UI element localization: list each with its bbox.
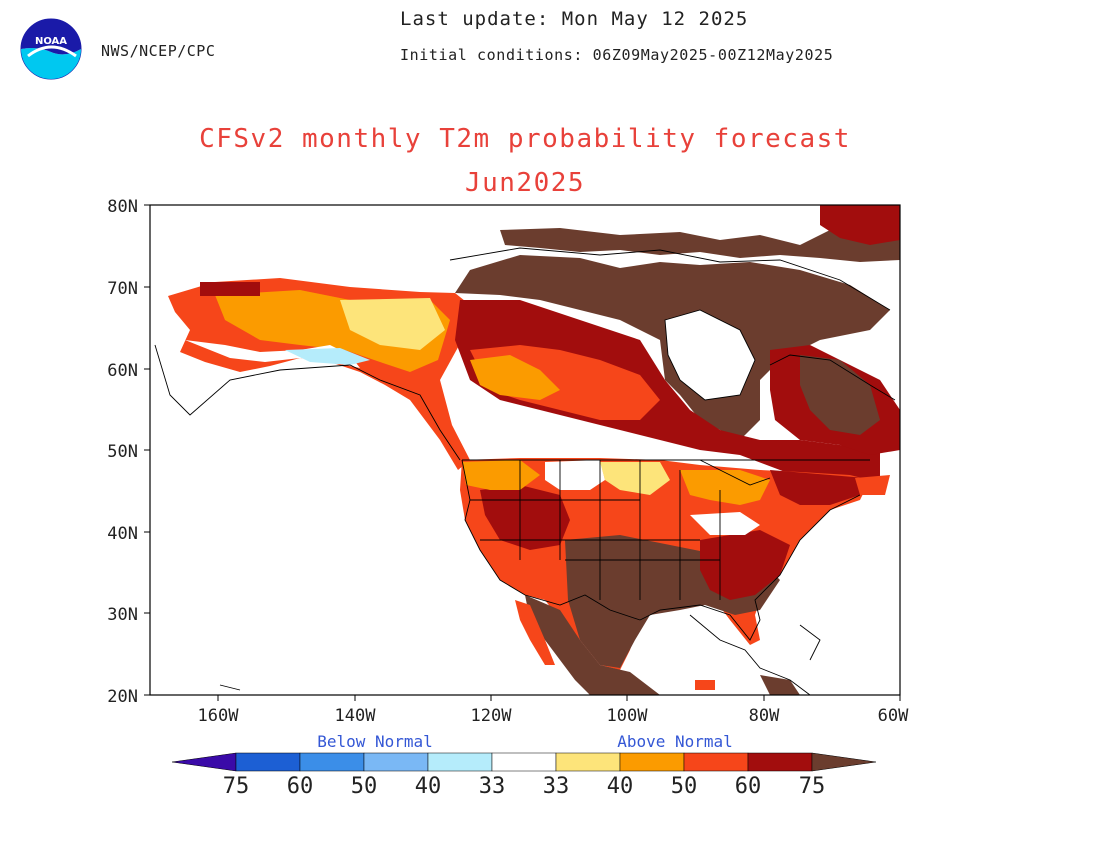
lat-tick-80n: 80N <box>107 197 138 217</box>
usa-west-dark <box>480 485 570 550</box>
colorbar-label-5: 33 <box>543 774 570 799</box>
colorbar-cells <box>171 752 877 772</box>
noaa-logo-text: NOAA <box>35 36 67 47</box>
usa-plains-yellow <box>600 462 670 495</box>
agency-label: NWS/NCEP/CPC <box>101 42 216 60</box>
colorbar-cell-5 <box>491 752 557 772</box>
usa-northeast-red <box>770 470 865 505</box>
colorbar-cell-7 <box>619 752 685 772</box>
colorbar-labels: 75 60 50 40 33 33 40 50 60 75 <box>223 774 826 799</box>
usa-midwest-white <box>545 460 605 490</box>
below-normal-label: Below Normal <box>317 732 433 751</box>
noaa-logo: NOAA <box>20 18 82 80</box>
colorbar-label-3: 40 <box>415 774 442 799</box>
lon-tick-140w: 140W <box>335 706 377 726</box>
chart-subtitle-month: Jun2025 <box>464 168 586 198</box>
last-update-label: Last update: Mon May 12 2025 <box>400 8 749 30</box>
forecast-shading-layer <box>168 205 900 695</box>
colorbar: Below Normal Above Normal 75 60 50 40 33 33 40… <box>171 732 877 799</box>
colorbar-cell-10 <box>811 752 877 772</box>
hudson-bay-white <box>665 310 755 400</box>
lon-tick-160w: 160W <box>198 706 240 726</box>
political-boundaries <box>154 247 896 696</box>
mexico-region <box>525 595 660 695</box>
cuba-patch <box>695 680 715 690</box>
alaska-white-zone <box>185 340 360 368</box>
colorbar-cell-6 <box>555 752 621 772</box>
alaska-dark-patch <box>200 282 260 296</box>
lon-tick-120w: 120W <box>471 706 513 726</box>
colorbar-cell-0 <box>171 752 237 772</box>
alaska-yellow-zone <box>340 298 445 350</box>
alaska-blue-patch <box>285 348 370 365</box>
colorbar-label-9: 75 <box>799 774 826 799</box>
usa-ohio-white <box>690 512 760 535</box>
colorbar-label-7: 50 <box>671 774 698 799</box>
colorbar-label-2: 50 <box>351 774 378 799</box>
quebec-dark-region <box>800 355 880 435</box>
colorbar-label-8: 60 <box>735 774 762 799</box>
lon-axis: 160W 140W 120W 100W 80W 60W <box>198 695 909 726</box>
colorbar-label-1: 60 <box>287 774 314 799</box>
lat-tick-30n: 30N <box>107 605 138 625</box>
usa-northwest-orange <box>462 460 540 490</box>
usa-great-lakes-orange <box>680 470 770 505</box>
lon-tick-80w: 80W <box>749 706 780 726</box>
colorbar-cell-1 <box>235 752 301 772</box>
colorbar-label-4: 33 <box>479 774 506 799</box>
lat-axis: 80N 70N 60N 50N 40N 30N 20N <box>107 197 150 707</box>
canada-yellow-zone <box>470 355 560 400</box>
yucatan-region <box>760 675 800 695</box>
colorbar-cell-9 <box>747 752 813 772</box>
canada-central-red <box>455 300 880 490</box>
colorbar-cell-8 <box>683 752 749 772</box>
greenland-region <box>820 205 900 245</box>
lat-tick-50n: 50N <box>107 442 138 462</box>
baja-region <box>515 600 555 665</box>
colorbar-cell-2 <box>299 752 365 772</box>
colorbar-label-6: 40 <box>607 774 634 799</box>
lat-tick-70n: 70N <box>107 279 138 299</box>
lat-tick-40n: 40N <box>107 524 138 544</box>
initial-conditions-label: Initial conditions: 06Z09May2025-00Z12Ma… <box>400 46 834 64</box>
colorbar-label-0: 75 <box>223 774 250 799</box>
usa-southeast-red <box>700 530 790 600</box>
lat-tick-60n: 60N <box>107 361 138 381</box>
colorbar-cell-3 <box>363 752 429 772</box>
chart-title: CFSv2 monthly T2m probability forecast <box>199 124 851 154</box>
nova-scotia-patch <box>855 475 890 495</box>
lon-tick-60w: 60W <box>878 706 909 726</box>
colorbar-cell-4 <box>427 752 493 772</box>
lat-tick-20n: 20N <box>107 687 138 707</box>
above-normal-label: Above Normal <box>617 732 733 751</box>
canada-arctic-islands <box>500 225 900 262</box>
lon-tick-100w: 100W <box>607 706 649 726</box>
